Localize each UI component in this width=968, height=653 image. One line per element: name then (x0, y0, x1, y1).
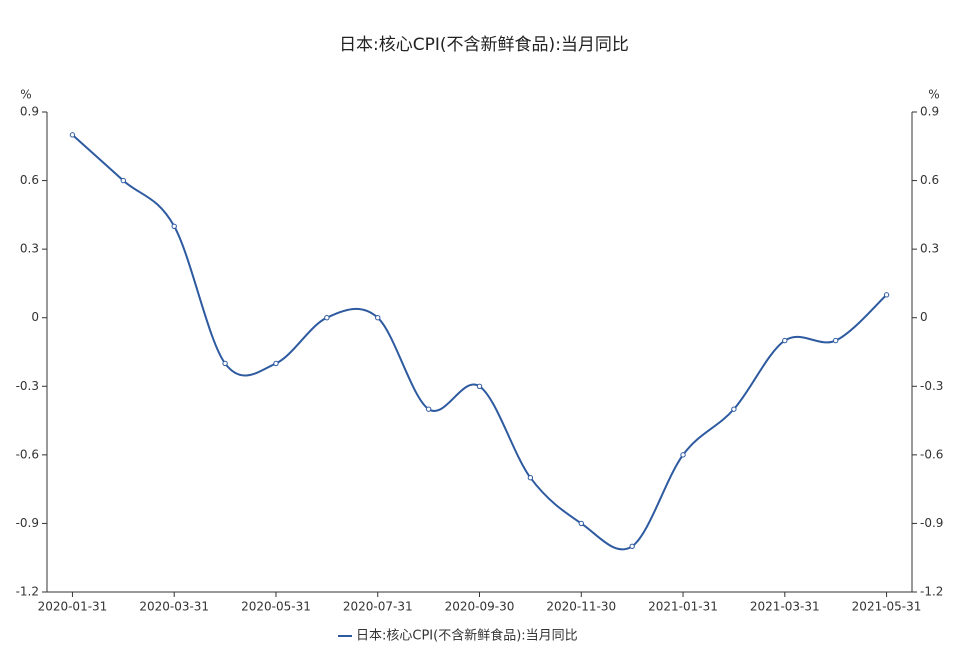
chart-title: 日本:核心CPI(不含新鲜食品):当月同比 (339, 35, 629, 55)
y2-tick-label: 0.6 (920, 173, 939, 187)
y-axis-label: % (20, 88, 31, 102)
y-tick-label: -0.6 (16, 447, 39, 461)
y2-tick-label: -1.2 (920, 585, 943, 599)
y-tick-label: -0.9 (16, 516, 39, 530)
data-point (171, 223, 177, 229)
y-tick-label: -1.2 (16, 585, 39, 599)
x-tick-label: 2021-03-31 (750, 600, 820, 614)
data-point (273, 360, 279, 367)
y2-tick-label: -0.6 (920, 447, 943, 461)
y-tick-label: 0.6 (20, 173, 39, 187)
data-point (782, 337, 788, 344)
data-point (324, 315, 330, 321)
data-point (832, 337, 839, 344)
data-point (425, 406, 432, 412)
data-point (629, 543, 635, 549)
y2-tick-label: 0.9 (920, 105, 939, 119)
x-tick-label: 2020-05-31 (241, 600, 311, 614)
data-point (527, 475, 534, 481)
data-point (680, 452, 686, 458)
data-point (578, 520, 584, 527)
y2-tick-label: 0.3 (920, 242, 939, 256)
data-point (375, 315, 381, 321)
x-tick-label: 2020-11-30 (546, 600, 616, 614)
series-line (71, 134, 888, 551)
y-tick-label: -0.3 (16, 379, 39, 393)
y-tick-label: 0.9 (20, 105, 39, 119)
x-tick-label: 2021-01-31 (648, 600, 718, 614)
x-tick-label: 2020-01-31 (38, 600, 108, 614)
x-tick-label: 2020-03-31 (139, 600, 209, 614)
x-tick-label: 2020-09-30 (445, 600, 515, 614)
y-tick-label: 0 (31, 310, 39, 324)
y-tick-label: 0.3 (20, 242, 39, 256)
data-point (476, 383, 483, 389)
data-point (222, 360, 228, 367)
data-point (883, 292, 890, 298)
y2-tick-label: -0.9 (920, 516, 943, 530)
y2-tick-label: -0.3 (920, 379, 943, 393)
data-point (120, 177, 127, 184)
x-tick-label: 2021-05-31 (852, 600, 922, 614)
legend-label: 日本:核心CPI(不含新鲜食品):当月同比 (356, 628, 578, 644)
y2-tick-label: 0 (920, 310, 928, 324)
data-point (69, 132, 76, 138)
x-tick-label: 2020-07-31 (343, 600, 413, 614)
data-point (731, 406, 737, 412)
y2-axis-label: % (928, 88, 939, 102)
